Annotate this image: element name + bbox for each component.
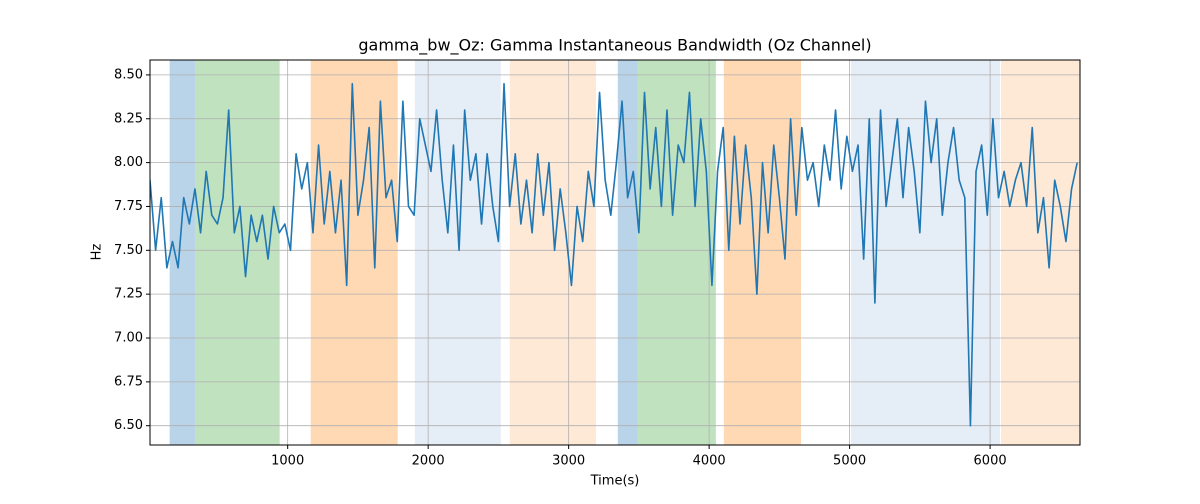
x-tick-label: 1000 xyxy=(271,454,304,469)
y-tick-label: 7.00 xyxy=(114,331,143,346)
y-tick-label: 7.25 xyxy=(114,287,143,302)
shaded-span xyxy=(509,60,596,445)
data-line xyxy=(150,82,1078,427)
y-tick-label: 8.00 xyxy=(114,155,143,170)
y-tick-label: 6.50 xyxy=(114,418,143,433)
shaded-span xyxy=(169,60,196,445)
shaded-span xyxy=(723,60,801,445)
shaded-span xyxy=(195,60,280,445)
y-tick-label: 7.50 xyxy=(114,243,143,258)
y-tick-label: 6.75 xyxy=(114,374,143,389)
y-tick-label: 7.75 xyxy=(114,199,143,214)
shaded-span xyxy=(617,60,638,445)
y-tick-label: 8.25 xyxy=(114,111,143,126)
x-tick-label: 2000 xyxy=(412,454,445,469)
shaded-span xyxy=(414,60,501,445)
x-axis-label: Time(s) xyxy=(590,474,640,489)
y-tick-label: 8.50 xyxy=(114,67,143,82)
x-tick-label: 6000 xyxy=(974,454,1007,469)
shaded-span xyxy=(637,60,716,445)
plot-frame xyxy=(149,59,1081,446)
chart-title: gamma_bw_Oz: Gamma Instantaneous Bandwid… xyxy=(358,36,871,56)
y-axis-label: Hz xyxy=(90,244,105,261)
x-tick-label: 3000 xyxy=(552,454,585,469)
x-tick-label: 5000 xyxy=(833,454,866,469)
shaded-span xyxy=(1001,60,1080,445)
x-tick-label: 4000 xyxy=(693,454,726,469)
